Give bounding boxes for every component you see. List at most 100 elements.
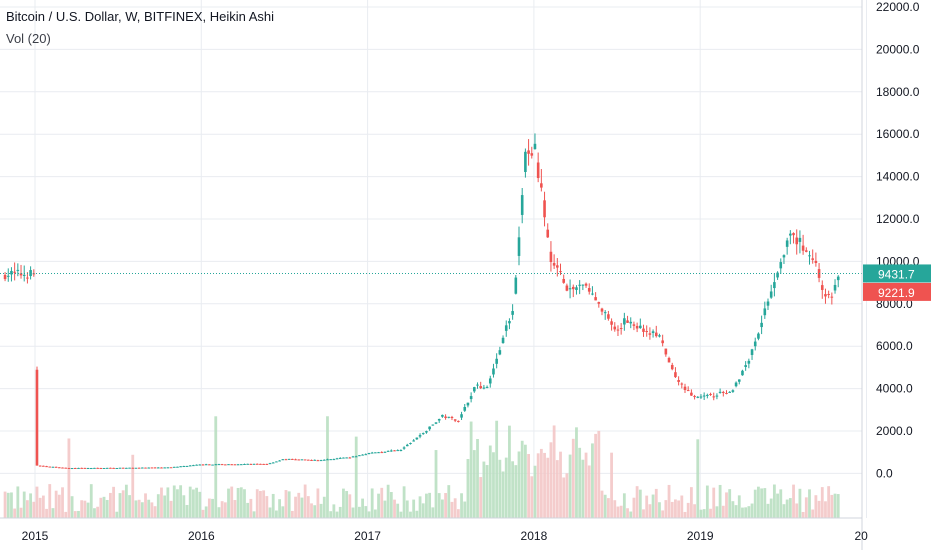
- volume-bar: [514, 465, 518, 518]
- candle-body-up: [354, 456, 358, 458]
- candle-body-up: [252, 463, 256, 465]
- volume-bar: [19, 507, 23, 518]
- volume-bar: [137, 499, 141, 518]
- candle-body-up: [358, 455, 361, 457]
- price-tick-label: 16000.0: [876, 127, 920, 141]
- candle-body-down: [3, 274, 7, 280]
- candle-body-down: [792, 233, 795, 236]
- volume-bar: [591, 443, 594, 518]
- price-axis[interactable]: 0.02000.04000.06000.08000.010000.012000.…: [861, 0, 931, 550]
- candle-body-up: [568, 288, 572, 290]
- candle-body-up: [514, 277, 518, 294]
- candle-body-down: [613, 326, 617, 330]
- candle-body-down: [820, 285, 824, 290]
- volume-bar: [338, 506, 342, 518]
- candle-body-up: [172, 466, 176, 468]
- candle-body-up: [629, 321, 633, 324]
- volume-bar: [326, 416, 329, 518]
- volume-bar: [699, 509, 703, 518]
- volume-bar: [674, 499, 677, 518]
- open-price-tag: [863, 282, 931, 301]
- candle-body-up: [300, 459, 304, 461]
- volume-bar: [485, 465, 489, 518]
- candle-body-up: [192, 465, 195, 467]
- volume-bar: [169, 500, 173, 518]
- candle-body-up: [176, 466, 179, 468]
- candle-body-up: [313, 459, 317, 461]
- candle-body-down: [536, 162, 540, 179]
- volume-bar: [466, 459, 470, 518]
- volume-bar: [380, 487, 384, 518]
- candle-body-down: [795, 237, 799, 245]
- volume-bar: [105, 499, 109, 518]
- volume-bar: [801, 511, 805, 518]
- candle-body-down: [635, 325, 639, 329]
- volume-bar: [469, 421, 473, 518]
- candle-body-up: [16, 269, 20, 271]
- candle-body-down: [54, 466, 58, 468]
- candle-body-up: [744, 365, 747, 368]
- time-axis[interactable]: 2015 2016 2017 2018 2019 20: [0, 517, 868, 543]
- volume-bar: [223, 502, 227, 518]
- volume-bar: [354, 436, 358, 518]
- volume-bar: [144, 493, 147, 518]
- candle-body-down: [294, 459, 297, 461]
- candle-body-down: [160, 467, 163, 469]
- candle-body-up: [798, 237, 802, 242]
- volume-bar: [83, 500, 87, 518]
- volume-bar: [405, 500, 409, 518]
- candle-body-down: [303, 459, 307, 461]
- candle-body-up: [488, 378, 492, 384]
- volume-bar: [603, 494, 607, 518]
- volume-bar: [214, 416, 218, 518]
- volume-bar: [613, 500, 617, 518]
- candle-body-up: [386, 450, 390, 452]
- volume-bar: [555, 460, 559, 518]
- volume-bar: [239, 487, 243, 518]
- volume-bar: [594, 433, 598, 518]
- candle-body-down: [527, 150, 530, 154]
- candle-body-up: [147, 467, 151, 469]
- candle-body-up: [808, 255, 811, 257]
- candle-body-up: [524, 151, 527, 172]
- candle-body-down: [233, 464, 237, 466]
- volume-bar: [744, 507, 748, 518]
- candle-body-up: [789, 233, 792, 236]
- candle-body-up: [102, 467, 106, 469]
- candle-body-up: [374, 452, 377, 454]
- candle-body-down: [648, 333, 652, 335]
- volume-bar: [508, 425, 511, 518]
- volume-bar: [581, 459, 585, 518]
- volume-bar: [817, 500, 821, 518]
- time-tick-label: 2019: [687, 529, 714, 543]
- volume-bar: [776, 493, 779, 518]
- volume-bar: [495, 420, 499, 518]
- volume-bar: [89, 484, 93, 518]
- candle-body-up: [105, 467, 109, 469]
- candle-body-up: [70, 468, 74, 470]
- candle-body-up: [195, 464, 198, 466]
- volume-bar: [504, 457, 508, 518]
- candle-body-up: [658, 335, 661, 337]
- volume-bar: [619, 505, 623, 518]
- volume-bar: [476, 438, 479, 518]
- candle-body-up: [166, 467, 170, 469]
- candle-body-down: [224, 464, 227, 466]
- candle-body-down: [584, 283, 588, 286]
- candle-body-up: [125, 467, 128, 469]
- candle-body-down: [562, 278, 566, 283]
- candle-body-up: [492, 368, 495, 375]
- candle-body-down: [112, 467, 115, 469]
- candle-body-up: [217, 464, 221, 466]
- candle-body-up: [766, 301, 770, 306]
- volume-bar: [61, 487, 64, 518]
- volume-bar: [329, 511, 333, 518]
- volume-bar: [693, 504, 696, 518]
- candle-body-down: [291, 458, 294, 460]
- candle-body-up: [495, 358, 498, 364]
- volume-bar: [677, 500, 681, 518]
- candle-body-up: [757, 333, 760, 339]
- volume-bar: [160, 487, 163, 518]
